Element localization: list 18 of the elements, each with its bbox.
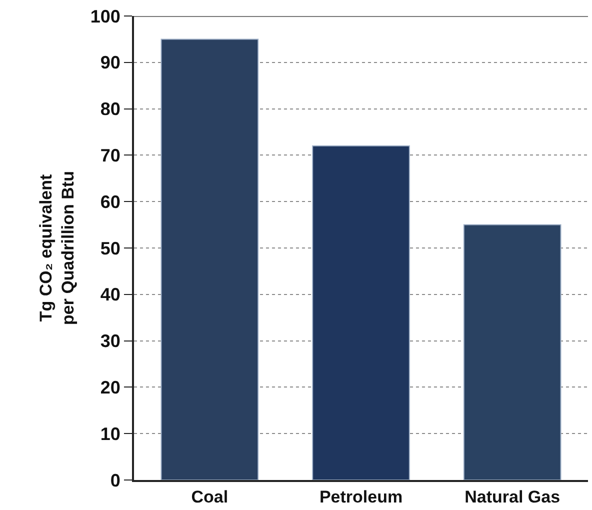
y-tick-label: 80: [100, 99, 120, 120]
y-tick-label: 70: [100, 146, 120, 166]
x-tick-label: Natural Gas: [464, 487, 560, 506]
y-tick-label: 30: [100, 331, 120, 352]
bar: [463, 224, 562, 480]
y-tick-label: 0: [110, 470, 120, 490]
y-tick-label: 10: [100, 424, 120, 444]
y-axis-title: Tg CO₂ equivalent per Quadrillion Btu: [36, 171, 78, 325]
x-tick-label: Petroleum: [319, 487, 403, 506]
y-tick-label: 90: [100, 52, 120, 73]
y-tick-label: 60: [100, 192, 120, 212]
bar: [160, 38, 259, 480]
y-tick-label: 40: [100, 284, 120, 305]
x-tick-label: Coal: [191, 487, 228, 506]
y-tick-label: 100: [90, 6, 120, 26]
y-tick-label: 20: [100, 378, 120, 398]
bar: [312, 145, 410, 480]
y-tick-label: 50: [100, 238, 120, 258]
